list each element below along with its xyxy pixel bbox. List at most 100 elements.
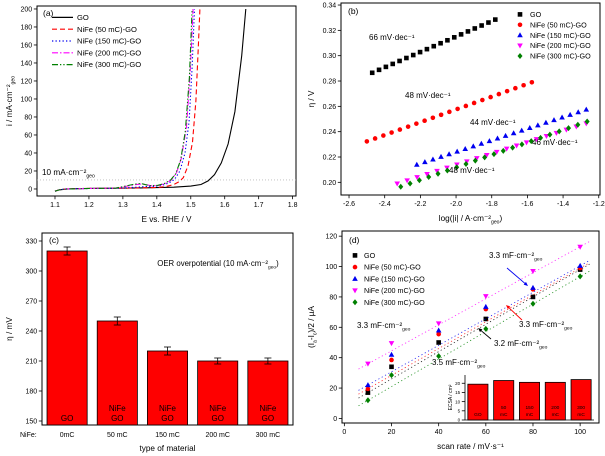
y-tick-label: 20 [24,168,32,175]
panel-b: 0.20 0.22 0.24 0.26 0.28 0.30 0.32 0.34 -2.6 -2.4… [307,2,605,225]
marker-triangle-up [583,106,590,112]
marker-triangle-up [462,145,469,151]
bar-label: GO [111,414,123,423]
y-tick-label: 20 [329,386,337,393]
marker-triangle-down [352,288,358,294]
marker-triangle-down [543,134,550,140]
marker-triangle-up [438,153,444,159]
marker-circle [488,94,493,100]
bar-0mC [46,250,88,426]
marker-circle [381,133,386,138]
marker-triangle-down [577,244,583,250]
x-tick-label: -2.2 [414,201,426,208]
marker-triangle-up [526,124,533,130]
marker-square [431,43,437,49]
x-tick-label: -1.4 [557,201,569,208]
annotation-arrowhead [523,281,528,286]
marker-circle [389,130,394,135]
marker-diamond [482,154,488,161]
marker-square [451,35,457,40]
marker-circle [365,386,371,392]
bar-label: 50 [501,405,507,411]
marker-circle [430,115,436,121]
y-axis-label: η / mV [5,317,14,341]
marker-diamond [556,128,562,135]
marker-square [458,32,464,37]
bar-label: mC [577,412,585,418]
y-tick-label: 210 [26,359,38,366]
marker-square [479,23,484,28]
fit-line-NiFe (300 mC)-GO [358,270,590,407]
marker-circle [517,22,523,28]
marker-diamond [365,397,371,404]
marker-triangle-down [394,181,400,187]
marker-triangle-down [483,153,490,159]
y-tick-label: 0 [458,418,461,423]
marker-diamond [500,147,506,154]
marker-triangle-down [513,143,520,149]
legend-label: NiFe (300 mC)-GO [77,60,141,69]
marker-triangle-up [388,351,395,357]
y-tick-label: 80 [24,114,32,121]
legend-label: NiFe (150 mC)-GO [530,31,591,40]
marker-square [365,390,371,395]
marker-square [352,253,358,258]
marker-triangle-down [473,156,480,162]
bar-label: mC [552,412,560,418]
y-axis-label: η / V [307,90,316,107]
marker-diamond [398,183,404,190]
marker-triangle-up [478,140,485,146]
marker-triangle-up [454,148,460,154]
marker-circle [389,357,394,363]
marker-circle [455,106,460,112]
bar-150 [519,381,540,421]
annotation: OER overpotential (10 mA·cm⁻²geo) [157,259,279,270]
panel-letter: (c) [49,235,59,245]
x-tick-label: 1.1 [50,202,60,209]
marker-diamond [538,134,544,141]
y-tick-label: 0.26 [323,104,337,111]
y-tick-label: 330 [26,239,38,246]
y-tick-label: 80 [329,294,337,301]
x-tick-label: -2.4 [379,201,391,208]
fit-line-NiFe (150 mC)-GO [358,260,590,391]
panel-letter: (a) [43,8,54,18]
x-tick-label: 1.2 [84,202,94,209]
marker-square [436,340,441,345]
bar-150 mC [147,350,188,426]
marker-diamond [444,167,450,174]
marker-square [438,40,443,46]
marker-square [376,67,382,73]
marker-square [483,316,489,322]
curve-NiFe (50 mC)-GO [54,8,201,192]
marker-triangle-up [577,262,583,268]
plot-frame [340,2,601,196]
marker-diamond [463,160,469,167]
marker-diamond [575,121,581,128]
legend-label: NiFe (50 mC)-GO [530,20,587,29]
marker-square [486,20,491,25]
marker-diamond [472,157,478,164]
legend-label: GO [530,10,542,19]
legend-label: NiFe (200 mC)-GO [530,41,591,50]
marker-triangle-up [470,143,477,149]
plot-frame [36,5,297,197]
marker-circle [496,91,502,97]
marker-triangle-up [422,159,428,165]
marker-square [424,46,430,52]
annotation: 46 mV·dec⁻¹ [532,138,578,147]
marker-diamond [566,125,572,132]
marker-circle [480,97,485,103]
bar-300 [570,379,592,421]
marker-circle [438,112,444,118]
marker-circle [436,331,441,337]
legend-label: NiFe (150 mC)-GO [77,37,141,46]
marker-square [397,58,402,64]
y-tick-label: 0.32 [323,28,337,35]
x-tick-label: 80 [529,429,537,436]
marker-diamond [517,53,523,59]
y-axis-label: ECSA / cm² [448,384,454,410]
